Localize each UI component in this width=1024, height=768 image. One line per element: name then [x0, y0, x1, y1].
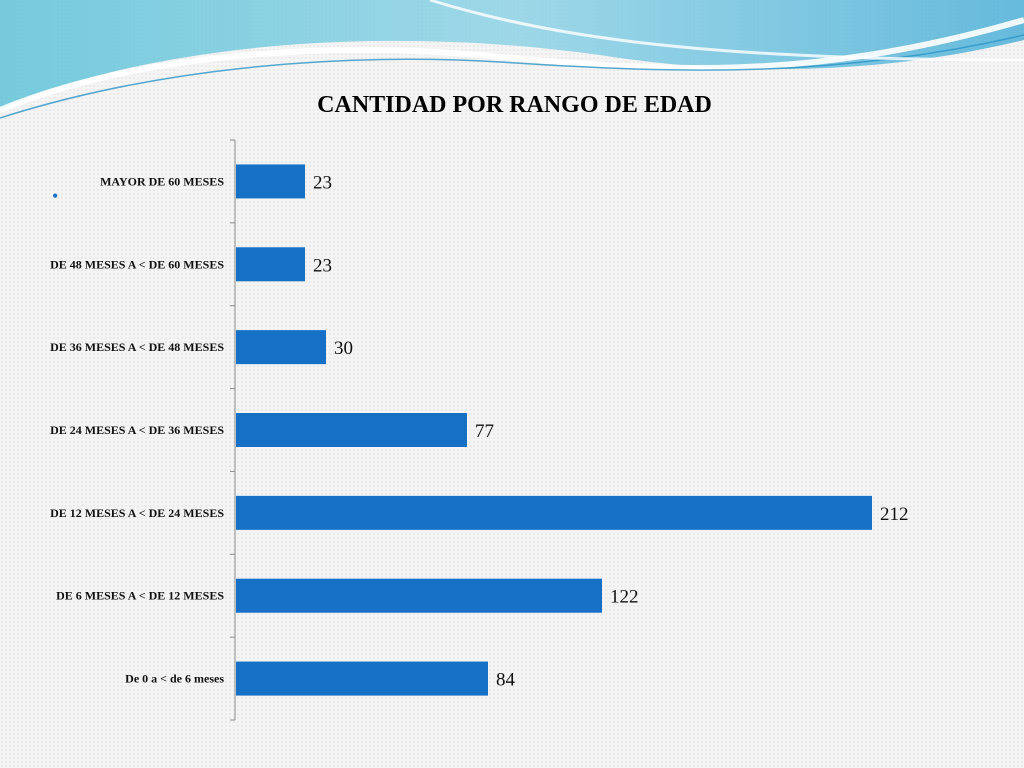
- category-label: De 0 a < de 6 meses: [125, 672, 224, 686]
- data-label: 122: [610, 587, 639, 608]
- bar: [236, 495, 872, 530]
- bar: [236, 247, 305, 282]
- bullet-point: •: [52, 186, 59, 206]
- bar: [236, 164, 305, 199]
- data-label: 30: [334, 338, 353, 359]
- category-label: DE 48 MESES A < DE 60 MESES: [50, 257, 224, 271]
- category-label: DE 24 MESES A < DE 36 MESES: [50, 423, 224, 437]
- bar: [236, 578, 602, 613]
- data-label: 77: [475, 421, 494, 442]
- category-label: MAYOR DE 60 MESES: [100, 174, 224, 188]
- bar: [236, 413, 467, 447]
- chart-title: CANTIDAD POR RANGO DE EDAD: [317, 92, 712, 118]
- category-label: DE 6 MESES A < DE 12 MESES: [56, 589, 224, 603]
- data-label: 23: [313, 255, 332, 276]
- category-label: DE 36 MESES A < DE 48 MESES: [50, 340, 224, 354]
- data-label: 212: [880, 504, 909, 525]
- header-wave-decoration: [0, 0, 1024, 119]
- bar: [236, 661, 488, 696]
- bar: [236, 330, 326, 365]
- data-label: 23: [313, 172, 332, 193]
- data-label: 84: [496, 670, 516, 691]
- category-label: DE 12 MESES A < DE 24 MESES: [50, 506, 224, 520]
